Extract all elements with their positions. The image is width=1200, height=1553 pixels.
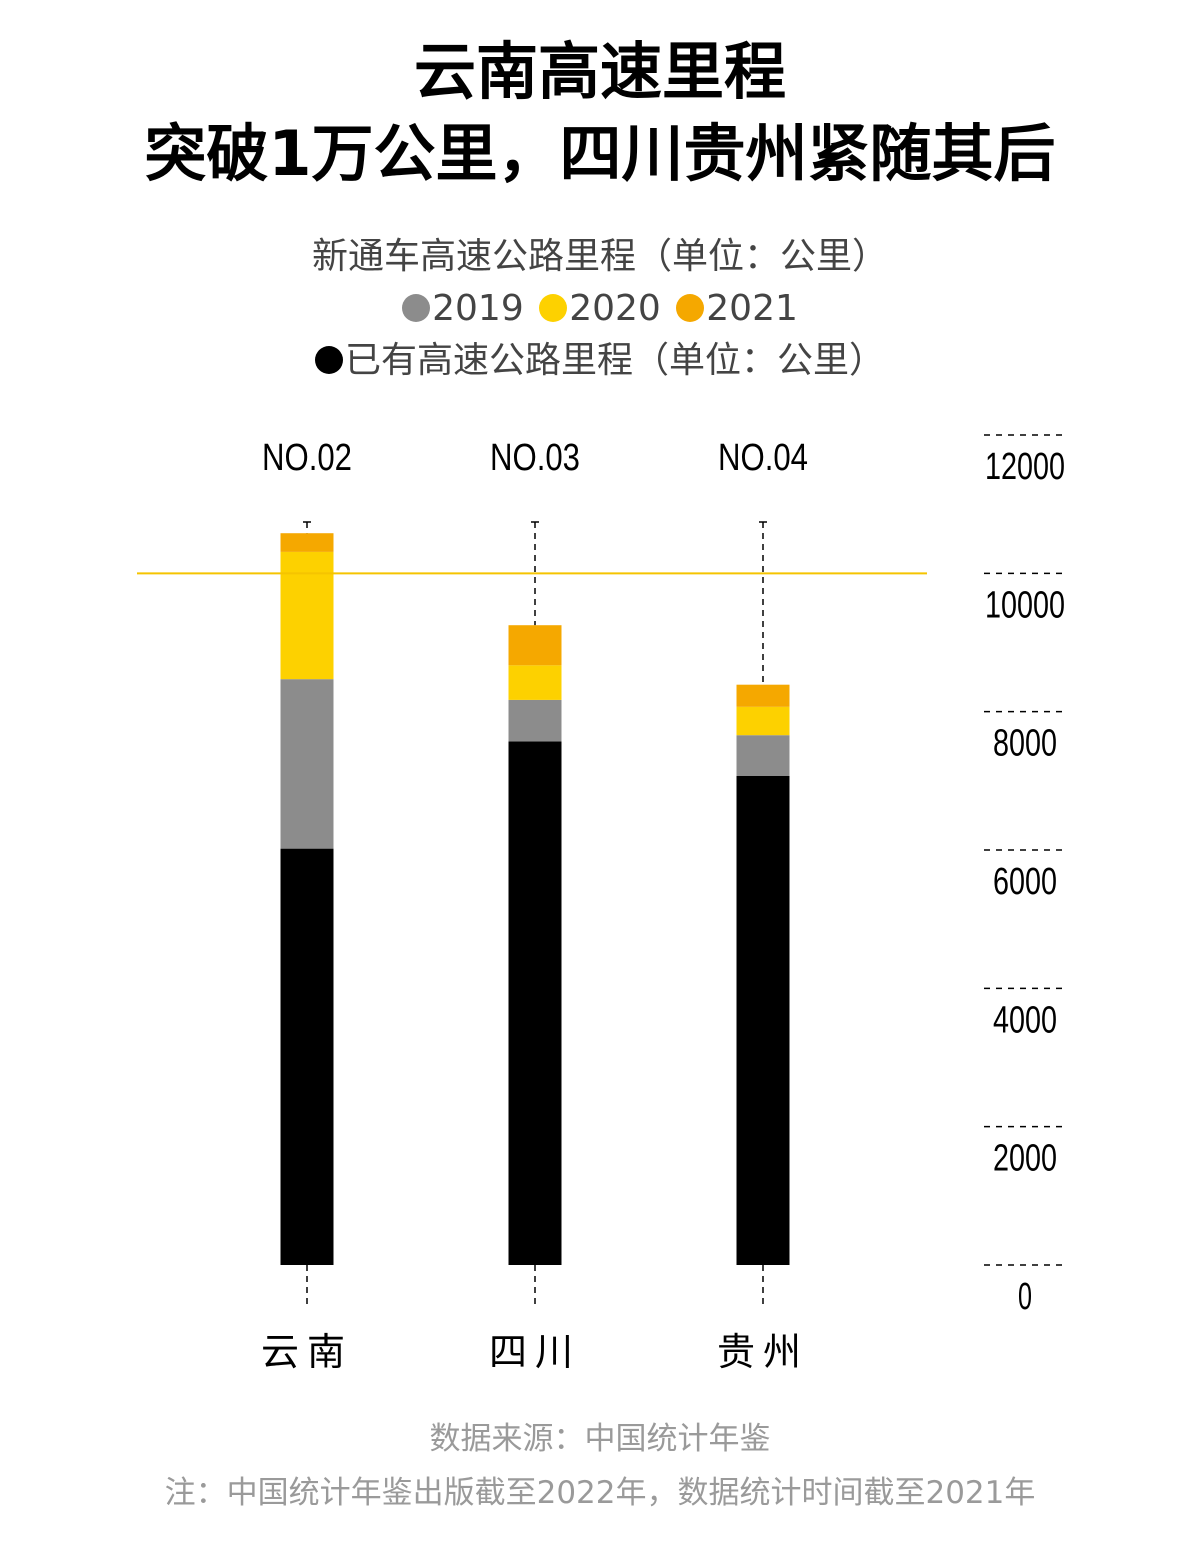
y-tick-label: 2000	[993, 1138, 1057, 1180]
bar-segment-云南	[281, 552, 334, 679]
bar-segment-四川	[509, 665, 562, 700]
category-label: 四川	[489, 1330, 581, 1374]
bar-segment-四川	[509, 625, 562, 665]
category-label: 云南	[261, 1330, 353, 1374]
bar-segment-贵州	[737, 735, 790, 776]
bar-segment-云南	[281, 533, 334, 552]
bar-segment-云南	[281, 679, 334, 848]
bar-segment-四川	[509, 700, 562, 742]
bar-segment-贵州	[737, 685, 790, 707]
bar-segment-贵州	[737, 776, 790, 1265]
bar-segment-贵州	[737, 707, 790, 735]
y-tick-label: 4000	[993, 999, 1057, 1041]
rank-label: NO.03	[490, 437, 580, 479]
y-tick-label: 12000	[985, 446, 1065, 488]
y-tick-label: 8000	[993, 723, 1057, 765]
rank-label: NO.02	[262, 437, 352, 479]
y-tick-label: 6000	[993, 861, 1057, 903]
data-source: 数据来源：中国统计年鉴	[0, 1418, 1200, 1460]
rank-label: NO.04	[718, 437, 808, 479]
bar-segment-云南	[281, 849, 334, 1265]
y-tick-label: 0	[1018, 1276, 1032, 1318]
footnote: 注：中国统计年鉴出版截至2022年，数据统计时间截至2021年	[0, 1472, 1200, 1514]
category-label: 贵州	[717, 1330, 809, 1374]
bar-segment-四川	[509, 741, 562, 1265]
y-tick-label: 10000	[985, 584, 1065, 626]
